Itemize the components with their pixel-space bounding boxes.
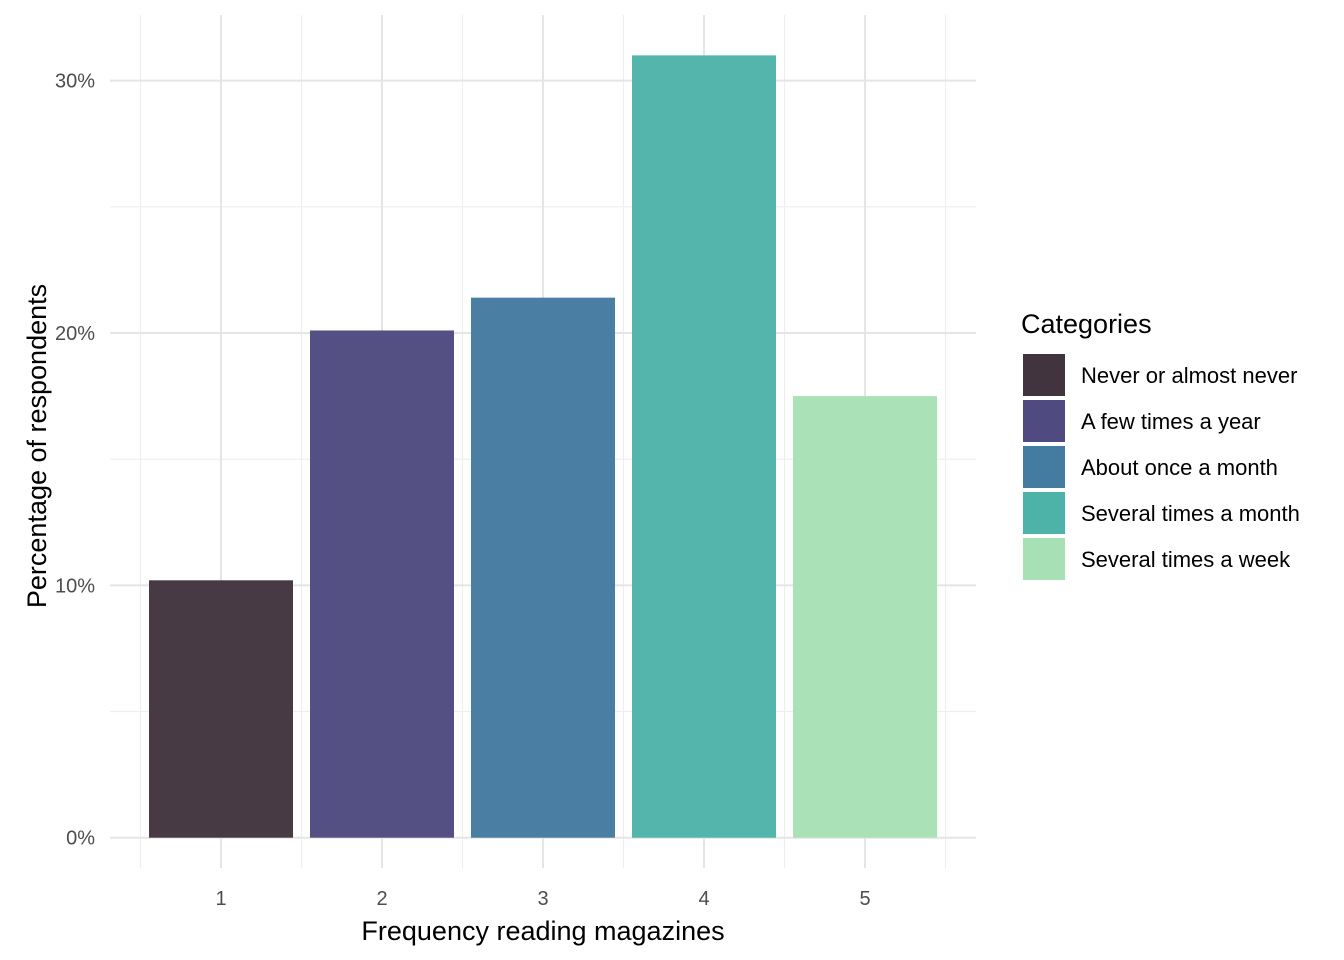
bar-2 xyxy=(310,330,454,838)
bar-3 xyxy=(471,297,615,838)
legend-label: Several times a month xyxy=(1081,501,1300,526)
y-axis-ticks: 0% 10% 20% 30% xyxy=(55,71,95,850)
y-axis-title: Percentage of respondents xyxy=(22,284,52,608)
x-axis-title: Frequency reading magazines xyxy=(361,916,724,946)
legend: Categories Never or almost never A few ti… xyxy=(1021,309,1300,580)
legend-items: Never or almost never A few times a year A… xyxy=(1023,354,1300,580)
x-tick-label: 5 xyxy=(859,888,870,910)
bar-1 xyxy=(149,580,293,838)
legend-key xyxy=(1023,492,1065,534)
legend-label: About once a month xyxy=(1081,455,1278,480)
bars xyxy=(149,55,937,838)
y-tick-label: 20% xyxy=(55,323,95,345)
legend-key xyxy=(1023,400,1065,442)
y-tick-label: 0% xyxy=(66,828,95,850)
legend-label: Never or almost never xyxy=(1081,363,1297,388)
bar-5 xyxy=(793,396,937,838)
bar-4 xyxy=(632,55,776,838)
y-tick-label: 30% xyxy=(55,71,95,93)
x-tick-label: 2 xyxy=(376,888,387,910)
legend-key xyxy=(1023,538,1065,580)
x-axis-ticks: 1 2 3 4 5 xyxy=(215,888,870,910)
y-tick-label: 10% xyxy=(55,575,95,597)
legend-label: A few times a year xyxy=(1081,409,1261,434)
legend-label: Several times a week xyxy=(1081,547,1291,572)
x-tick-label: 1 xyxy=(215,888,226,910)
x-tick-label: 4 xyxy=(698,888,709,910)
legend-key xyxy=(1023,354,1065,396)
legend-title: Categories xyxy=(1021,309,1152,339)
x-tick-label: 3 xyxy=(537,888,548,910)
legend-key xyxy=(1023,446,1065,488)
